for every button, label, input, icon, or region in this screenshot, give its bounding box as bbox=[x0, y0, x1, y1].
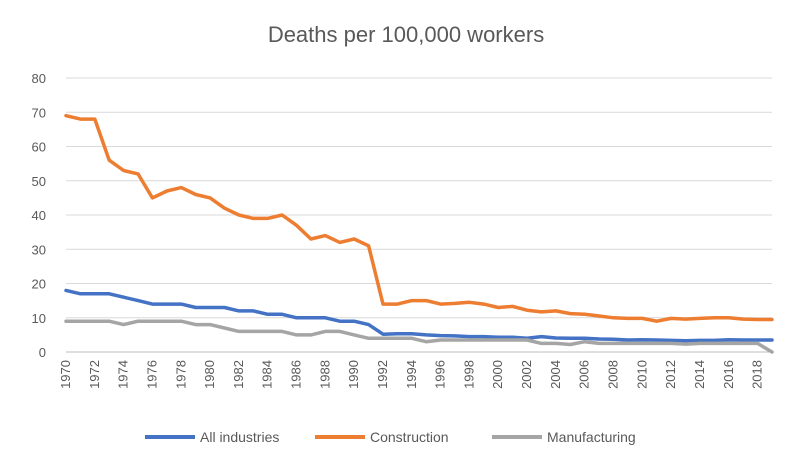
x-tick-label: 1972 bbox=[87, 360, 102, 389]
legend-label: Manufacturing bbox=[547, 429, 636, 445]
y-tick-label: 40 bbox=[32, 208, 46, 223]
x-tick-label: 2004 bbox=[548, 360, 563, 389]
chart-title: Deaths per 100,000 workers bbox=[268, 22, 544, 47]
x-tick-label: 1996 bbox=[433, 360, 448, 389]
series-line-construction bbox=[64, 113, 774, 323]
x-tick-label: 2000 bbox=[490, 360, 505, 389]
x-tick-label: 1980 bbox=[202, 360, 217, 389]
x-tick-label: 1984 bbox=[260, 360, 275, 389]
y-axis-ticks: 0 10 20 30 40 50 60 70 80 bbox=[32, 71, 46, 360]
y-tick-label: 80 bbox=[32, 71, 46, 86]
x-tick-label: 2010 bbox=[634, 360, 649, 389]
x-tick-label: 2016 bbox=[721, 360, 736, 389]
series-line-all-industries bbox=[64, 288, 774, 343]
x-tick-label: 1994 bbox=[404, 360, 419, 389]
x-tick-label: 1976 bbox=[144, 360, 159, 389]
x-tick-label: 2002 bbox=[519, 360, 534, 389]
legend: All industries Construction Manufacturing bbox=[145, 429, 636, 445]
x-tick-label: 1970 bbox=[58, 360, 73, 389]
x-tick-label: 2012 bbox=[663, 360, 678, 389]
y-tick-label: 30 bbox=[32, 242, 46, 257]
x-tick-label: 1982 bbox=[231, 360, 246, 389]
x-tick-label: 2008 bbox=[606, 360, 621, 389]
x-axis-ticks: 1970 1972 1974 1976 1978 1980 1982 1984 1986 1988… bbox=[58, 360, 765, 389]
x-tick-label: 1974 bbox=[116, 360, 131, 389]
y-tick-label: 0 bbox=[39, 345, 46, 360]
legend-label: All industries bbox=[200, 429, 279, 445]
series-line-manufacturing bbox=[64, 319, 774, 354]
y-tick-label: 60 bbox=[32, 140, 46, 155]
x-tick-label: 1998 bbox=[461, 360, 476, 389]
x-tick-label: 1990 bbox=[346, 360, 361, 389]
gridlines bbox=[66, 77, 772, 353]
x-tick-label: 1978 bbox=[173, 360, 188, 389]
y-tick-label: 20 bbox=[32, 277, 46, 292]
x-tick-label: 1986 bbox=[289, 360, 304, 389]
x-tick-label: 2006 bbox=[577, 360, 592, 389]
y-tick-label: 10 bbox=[32, 311, 46, 326]
x-tick-label: 1992 bbox=[375, 360, 390, 389]
series-lines bbox=[64, 113, 774, 354]
x-tick-label: 2014 bbox=[692, 360, 707, 389]
x-tick-label: 2018 bbox=[750, 360, 765, 389]
legend-label: Construction bbox=[370, 429, 449, 445]
x-tick-label: 1988 bbox=[317, 360, 332, 389]
y-tick-label: 70 bbox=[32, 105, 46, 120]
y-tick-label: 50 bbox=[32, 174, 46, 189]
